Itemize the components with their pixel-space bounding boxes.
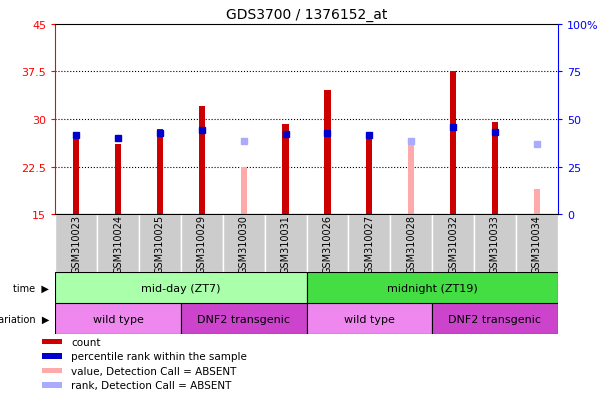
Bar — [474, 215, 516, 273]
Bar — [534, 190, 540, 215]
Text: wild type: wild type — [93, 314, 143, 324]
Text: percentile rank within the sample: percentile rank within the sample — [72, 351, 248, 361]
Text: time  ▶: time ▶ — [13, 283, 49, 293]
Text: GSM310033: GSM310033 — [490, 214, 500, 273]
Bar — [42, 368, 61, 373]
Bar — [55, 304, 181, 335]
Title: GDS3700 / 1376152_at: GDS3700 / 1376152_at — [226, 8, 387, 22]
Text: GSM310031: GSM310031 — [281, 214, 291, 273]
Text: count: count — [72, 337, 101, 347]
Text: GSM310025: GSM310025 — [155, 214, 165, 273]
Text: midnight (ZT19): midnight (ZT19) — [387, 283, 478, 293]
Text: GSM310034: GSM310034 — [532, 214, 542, 273]
Bar — [55, 215, 97, 273]
Bar — [390, 215, 432, 273]
Bar — [432, 304, 558, 335]
Bar — [181, 304, 306, 335]
Bar — [139, 215, 181, 273]
Bar — [283, 124, 289, 215]
Text: genotype/variation  ▶: genotype/variation ▶ — [0, 314, 49, 324]
Bar — [181, 215, 223, 273]
Text: value, Detection Call = ABSENT: value, Detection Call = ABSENT — [72, 366, 237, 376]
Text: GSM310028: GSM310028 — [406, 214, 416, 273]
Bar — [306, 215, 348, 273]
Text: rank, Detection Call = ABSENT: rank, Detection Call = ABSENT — [72, 380, 232, 390]
Text: GSM310023: GSM310023 — [71, 214, 81, 273]
Bar — [42, 354, 61, 359]
Bar — [42, 382, 61, 388]
Bar — [223, 215, 265, 273]
Bar — [199, 107, 205, 215]
Bar — [432, 215, 474, 273]
Text: DNF2 transgenic: DNF2 transgenic — [197, 314, 290, 324]
Bar — [265, 215, 306, 273]
Text: GSM310032: GSM310032 — [448, 214, 458, 273]
Bar — [42, 339, 61, 344]
Bar — [73, 133, 79, 215]
Bar — [240, 167, 247, 215]
Bar — [450, 72, 456, 215]
Bar — [97, 215, 139, 273]
Bar — [55, 273, 306, 304]
Bar — [157, 129, 163, 215]
Bar — [408, 145, 414, 215]
Bar — [366, 135, 373, 215]
Bar — [306, 304, 432, 335]
Bar — [516, 215, 558, 273]
Bar — [348, 215, 390, 273]
Bar — [492, 123, 498, 215]
Bar — [324, 91, 330, 215]
Bar — [306, 273, 558, 304]
Text: GSM310024: GSM310024 — [113, 214, 123, 273]
Text: GSM310027: GSM310027 — [364, 214, 375, 273]
Text: GSM310030: GSM310030 — [238, 214, 249, 273]
Text: GSM310029: GSM310029 — [197, 214, 207, 273]
Text: DNF2 transgenic: DNF2 transgenic — [449, 314, 541, 324]
Bar — [115, 145, 121, 215]
Text: mid-day (ZT7): mid-day (ZT7) — [141, 283, 221, 293]
Text: GSM310026: GSM310026 — [322, 214, 332, 273]
Text: wild type: wild type — [344, 314, 395, 324]
